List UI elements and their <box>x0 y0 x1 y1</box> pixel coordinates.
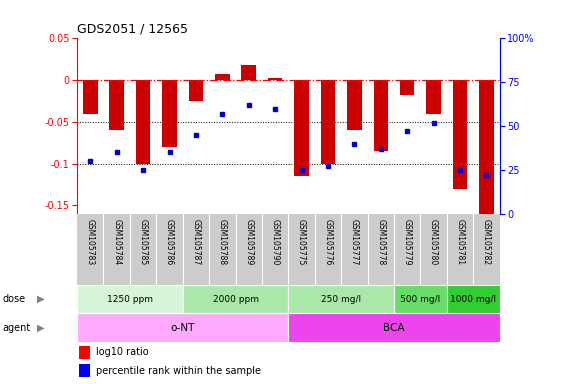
Bar <box>242 65 256 80</box>
Text: GSM105778: GSM105778 <box>376 219 385 266</box>
Bar <box>183 285 288 313</box>
Text: GDS2051 / 12565: GDS2051 / 12565 <box>77 23 188 36</box>
Bar <box>215 74 230 80</box>
Bar <box>288 313 500 342</box>
Bar <box>110 80 124 130</box>
Bar <box>400 80 415 95</box>
Bar <box>136 80 150 164</box>
Text: BCA: BCA <box>383 323 405 333</box>
Bar <box>321 80 335 164</box>
Text: GSM105787: GSM105787 <box>191 219 200 266</box>
Text: GSM105777: GSM105777 <box>350 219 359 266</box>
Text: GSM105782: GSM105782 <box>482 219 491 265</box>
Text: GSM105783: GSM105783 <box>86 219 95 266</box>
Bar <box>77 313 288 342</box>
Text: 1250 ppm: 1250 ppm <box>107 295 153 304</box>
Text: GSM105780: GSM105780 <box>429 219 438 266</box>
Text: GSM105781: GSM105781 <box>456 219 465 265</box>
Bar <box>347 80 361 130</box>
Bar <box>447 285 500 313</box>
Bar <box>394 285 447 313</box>
Text: dose: dose <box>3 294 26 304</box>
Bar <box>294 80 309 176</box>
Text: GSM105784: GSM105784 <box>112 219 121 266</box>
Bar <box>453 80 467 189</box>
Bar <box>188 80 203 101</box>
Bar <box>288 285 394 313</box>
Text: ▶: ▶ <box>37 323 45 333</box>
Text: GSM105786: GSM105786 <box>165 219 174 266</box>
Bar <box>427 80 441 114</box>
Text: GSM105789: GSM105789 <box>244 219 254 266</box>
Bar <box>268 78 283 80</box>
Text: o-NT: o-NT <box>171 323 195 333</box>
Bar <box>83 80 98 114</box>
Text: agent: agent <box>3 323 31 333</box>
Text: 250 mg/l: 250 mg/l <box>321 295 361 304</box>
Text: GSM105785: GSM105785 <box>139 219 148 266</box>
Text: GSM105779: GSM105779 <box>403 219 412 266</box>
Bar <box>79 364 90 377</box>
Text: GSM105775: GSM105775 <box>297 219 306 266</box>
Text: GSM105776: GSM105776 <box>323 219 332 266</box>
Text: percentile rank within the sample: percentile rank within the sample <box>96 366 261 376</box>
Text: 500 mg/l: 500 mg/l <box>400 295 440 304</box>
Text: ▶: ▶ <box>37 294 45 304</box>
Text: GSM105790: GSM105790 <box>271 219 280 266</box>
Text: 2000 ppm: 2000 ppm <box>212 295 259 304</box>
Bar <box>373 80 388 151</box>
Text: 1000 mg/l: 1000 mg/l <box>450 295 496 304</box>
Bar <box>79 346 90 359</box>
Bar <box>479 80 494 214</box>
Text: GSM105788: GSM105788 <box>218 219 227 265</box>
Text: log10 ratio: log10 ratio <box>96 347 148 357</box>
Bar <box>162 80 177 147</box>
Bar <box>77 285 183 313</box>
